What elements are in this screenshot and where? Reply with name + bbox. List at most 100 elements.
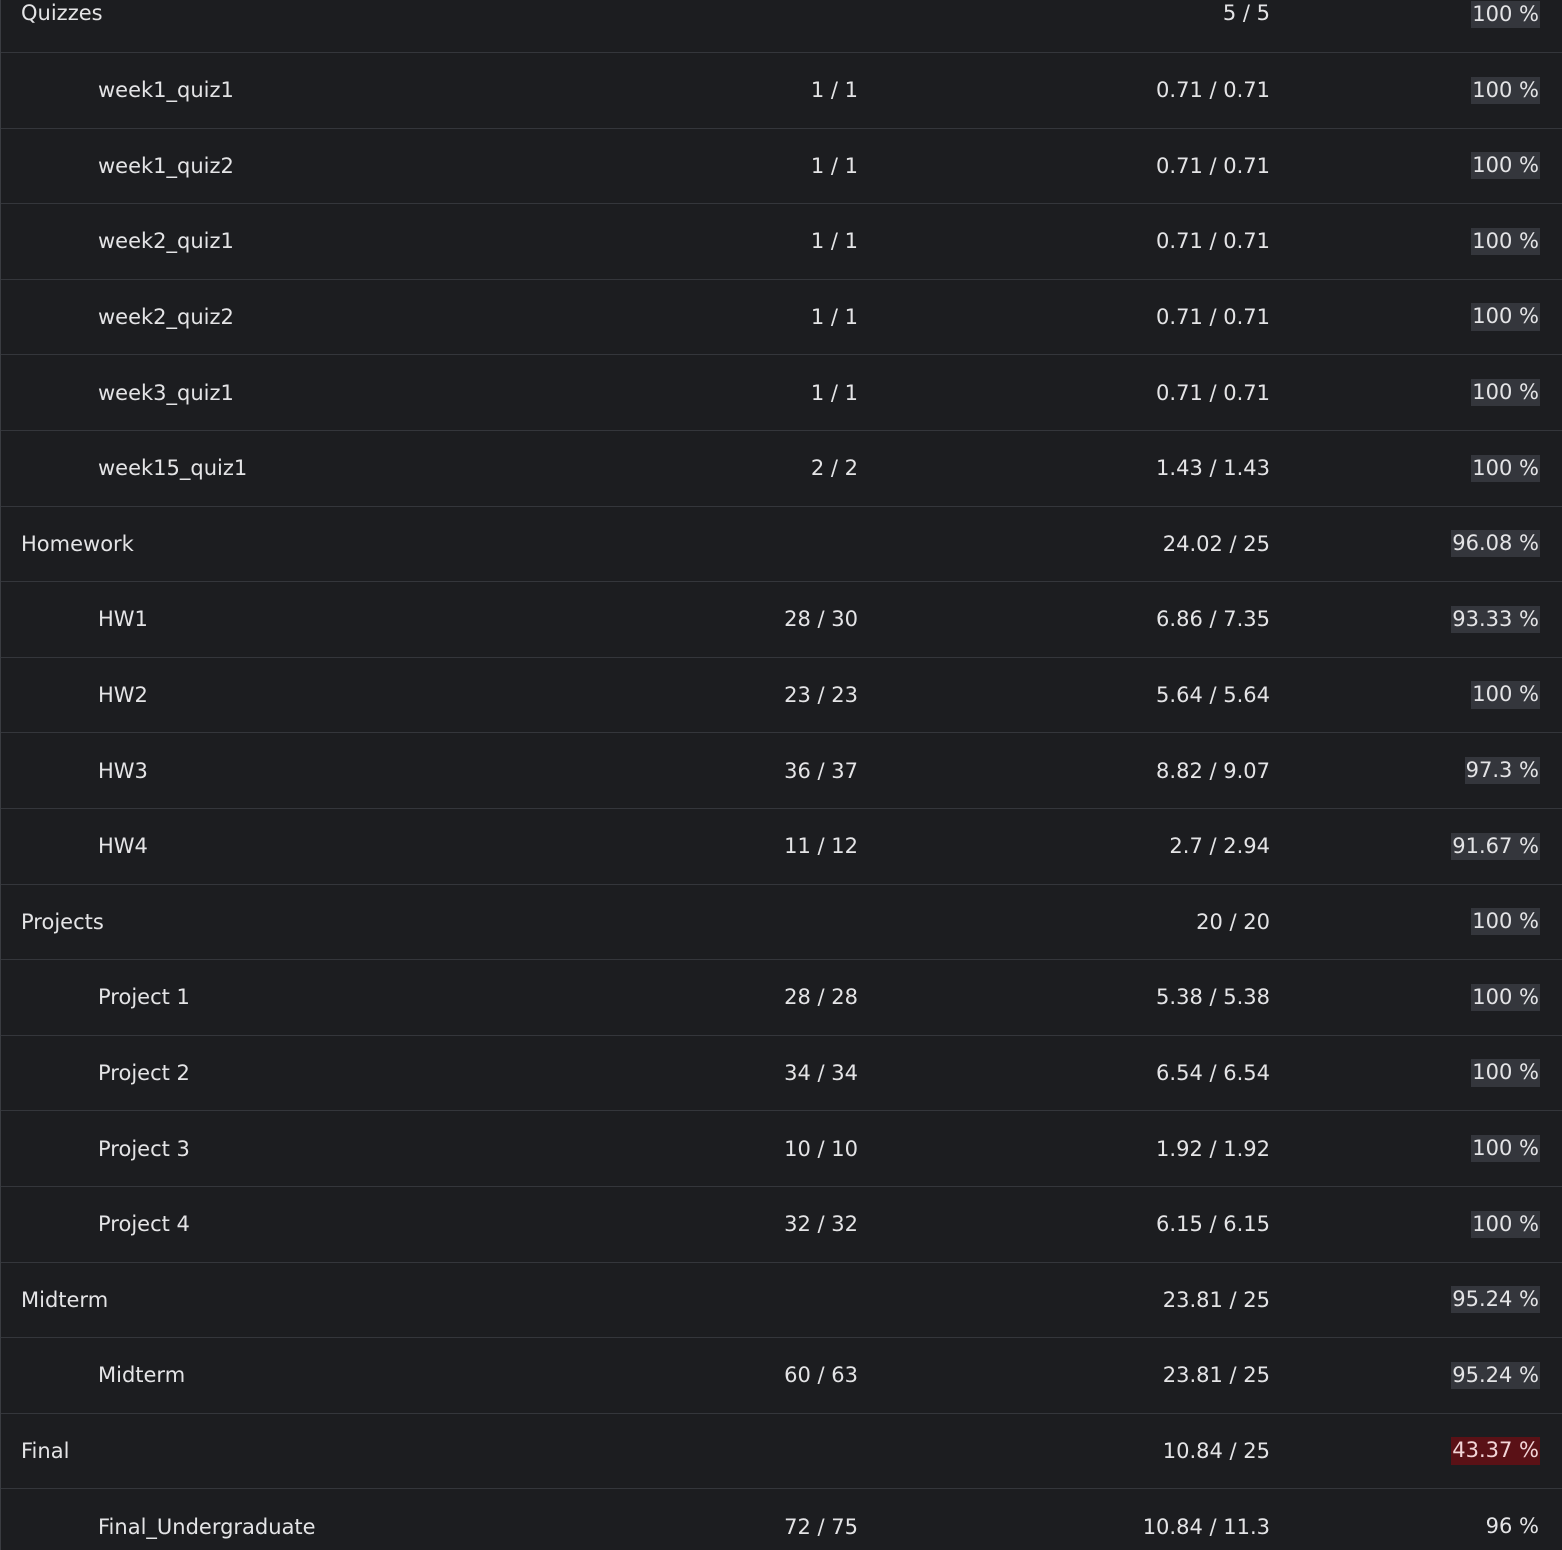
weighted-score: 6.15 / 6.15 (1156, 1212, 1270, 1237)
weighted-score: 2.7 / 2.94 (1169, 834, 1270, 859)
grade-item-name: week15_quiz1 (98, 456, 248, 481)
percent-cell: 100 % (1471, 960, 1540, 1035)
weighted-score: 10.84 / 11.3 (1142, 1514, 1270, 1539)
percent-cell: 100 % (1471, 1187, 1540, 1262)
grade-item-name: Project 3 (98, 1136, 190, 1161)
grade-item-name: HW1 (98, 607, 148, 632)
percent-badge: 100 % (1471, 454, 1540, 482)
grade-item-row: Project 3 10 / 10 1.92 / 1.92 100 % (1, 1111, 1562, 1187)
percent-cell: 100 % (1471, 1111, 1540, 1186)
percent-cell: 100 % (1471, 885, 1540, 960)
percent-cell: 97.3 % (1464, 733, 1540, 808)
percent-cell: 96.08 % (1451, 507, 1540, 582)
grade-category-name: Quizzes (21, 1, 103, 25)
percent-cell: 100 % (1471, 431, 1540, 506)
grade-item-name: week2_quiz1 (98, 229, 234, 254)
weighted-score: 5.64 / 5.64 (1156, 683, 1270, 708)
percent-badge: 100 % (1471, 908, 1540, 936)
grade-category-row: Quizzes 5 / 5 100 % (1, 0, 1562, 53)
weighted-score: 6.86 / 7.35 (1156, 607, 1270, 632)
percent-badge: 91.67 % (1451, 832, 1540, 860)
weighted-score: 0.71 / 0.71 (1156, 78, 1270, 103)
raw-score: 23 / 23 (784, 683, 858, 708)
grade-item-row: week1_quiz2 1 / 1 0.71 / 0.71 100 % (1, 129, 1562, 205)
weighted-score: 0.71 / 0.71 (1156, 305, 1270, 330)
percent-badge: 96 % (1485, 1513, 1539, 1538)
weighted-score: 8.82 / 9.07 (1156, 758, 1270, 783)
raw-score: 1 / 1 (810, 229, 858, 254)
grade-item-name: HW2 (98, 683, 148, 708)
grade-category-row: Midterm 23.81 / 25 95.24 % (1, 1263, 1562, 1339)
weighted-score: 0.71 / 0.71 (1156, 380, 1270, 405)
grade-item-row: Project 2 34 / 34 6.54 / 6.54 100 % (1, 1036, 1562, 1112)
grade-item-row: week1_quiz1 1 / 1 0.71 / 0.71 100 % (1, 53, 1562, 129)
percent-cell: 100 % (1471, 280, 1540, 355)
grade-item-row: week15_quiz1 2 / 2 1.43 / 1.43 100 % (1, 431, 1562, 507)
percent-badge: 100 % (1471, 1210, 1540, 1238)
grade-category-row: Homework 24.02 / 25 96.08 % (1, 507, 1562, 583)
grade-category-name: Projects (21, 909, 104, 934)
percent-cell: 100 % (1471, 355, 1540, 430)
percent-badge: 97.3 % (1464, 757, 1540, 785)
weighted-score: 23.81 / 25 (1162, 1287, 1270, 1312)
grade-item-row: week2_quiz1 1 / 1 0.71 / 0.71 100 % (1, 204, 1562, 280)
percent-cell: 100 % (1471, 129, 1540, 204)
weighted-score: 1.43 / 1.43 (1156, 456, 1270, 481)
grade-item-name: HW4 (98, 834, 148, 859)
raw-score: 28 / 30 (784, 607, 858, 632)
percent-badge: 100 % (1471, 152, 1540, 180)
weighted-score: 1.92 / 1.92 (1156, 1136, 1270, 1161)
percent-badge: 100 % (1471, 379, 1540, 407)
raw-score: 60 / 63 (784, 1363, 858, 1388)
percent-badge: 100 % (1471, 983, 1540, 1012)
percent-badge: 100 % (1471, 1135, 1540, 1163)
weighted-score: 10.84 / 25 (1162, 1438, 1270, 1463)
weighted-score: 0.71 / 0.71 (1156, 229, 1270, 254)
raw-score: 1 / 1 (810, 153, 858, 178)
weighted-score: 5.38 / 5.38 (1156, 985, 1270, 1010)
weighted-score: 24.02 / 25 (1162, 531, 1270, 556)
weighted-score: 20 / 20 (1196, 909, 1270, 934)
percent-cell: 95.24 % (1451, 1263, 1540, 1338)
percent-cell: 100 % (1471, 204, 1540, 279)
percent-cell: 43.37 % (1451, 1414, 1540, 1489)
grade-item-row: HW1 28 / 30 6.86 / 7.35 93.33 % (1, 582, 1562, 658)
grade-item-name: week2_quiz2 (98, 305, 234, 330)
percent-badge: 95.24 % (1451, 1286, 1540, 1314)
raw-score: 32 / 32 (784, 1212, 858, 1237)
raw-score: 1 / 1 (810, 380, 858, 405)
percent-badge: 100 % (1471, 681, 1540, 709)
percent-badge: 100 % (1471, 1059, 1540, 1087)
percent-badge: 100 % (1471, 303, 1540, 331)
grade-category-row: Projects 20 / 20 100 % (1, 885, 1562, 961)
percent-badge: 96.08 % (1451, 530, 1540, 558)
raw-score: 11 / 12 (784, 834, 858, 859)
percent-badge: 93.33 % (1451, 605, 1540, 634)
grade-item-row: Midterm 60 / 63 23.81 / 25 95.24 % (1, 1338, 1562, 1414)
grade-item-row: HW2 23 / 23 5.64 / 5.64 100 % (1, 658, 1562, 734)
grade-category-name: Final (21, 1438, 70, 1463)
grade-item-name: week3_quiz1 (98, 380, 234, 405)
grade-item-row: Project 1 28 / 28 5.38 / 5.38 100 % (1, 960, 1562, 1036)
percent-cell: 96 % (1485, 1489, 1540, 1550)
percent-cell: 100 % (1471, 53, 1540, 128)
percent-badge: 95.24 % (1451, 1361, 1540, 1389)
percent-cell: 100 % (1471, 1036, 1540, 1111)
percent-badge: 100 % (1471, 1, 1540, 29)
grade-category-name: Midterm (21, 1287, 109, 1312)
percent-cell: 95.24 % (1451, 1338, 1540, 1413)
grade-category-name: Homework (21, 531, 134, 556)
percent-badge: 100 % (1471, 76, 1540, 104)
percent-cell: 93.33 % (1451, 582, 1540, 657)
raw-score: 72 / 75 (784, 1514, 858, 1539)
raw-score: 34 / 34 (784, 1061, 858, 1086)
grade-item-row: Project 4 32 / 32 6.15 / 6.15 100 % (1, 1187, 1562, 1263)
grade-item-row: HW3 36 / 37 8.82 / 9.07 97.3 % (1, 733, 1562, 809)
raw-score: 28 / 28 (784, 985, 858, 1010)
weighted-score: 6.54 / 6.54 (1156, 1061, 1270, 1086)
grade-item-name: Final_Undergraduate (98, 1514, 316, 1539)
raw-score: 1 / 1 (810, 78, 858, 103)
grade-item-name: Project 4 (98, 1212, 190, 1237)
grade-category-row: Final 10.84 / 25 43.37 % (1, 1414, 1562, 1490)
